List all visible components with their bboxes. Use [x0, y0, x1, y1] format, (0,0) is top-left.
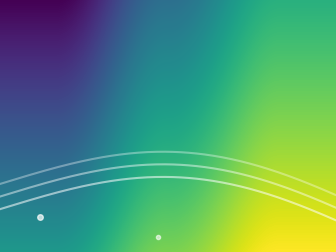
Text: H: H: [230, 49, 236, 58]
Text: COOCH₃: COOCH₃: [180, 103, 210, 109]
Text: Perspex is an addition polymer.
Its structural Formula is shown
 opposite. Write: Perspex is an addition polymer. Its stru…: [8, 50, 135, 98]
Text: (: (: [152, 71, 161, 91]
Text: n: n: [264, 97, 269, 106]
Text: Natural rubber is made by the polymerisation of
2-methylbut-2-ene. Write down th: Natural rubber is made by the polymerisa…: [8, 126, 203, 174]
Text: Q2  Write a balanced chemical equation for the polymerisation of propene.: Q2 Write a balanced chemical equation fo…: [8, 11, 336, 20]
Text: CH₃: CH₃: [180, 49, 194, 58]
Text: ): ): [246, 71, 255, 91]
Text: H: H: [230, 103, 236, 112]
Text: Write a chemical equation, using structural formulae, for the polymerisation of
: Write a chemical equation, using structu…: [8, 189, 326, 211]
